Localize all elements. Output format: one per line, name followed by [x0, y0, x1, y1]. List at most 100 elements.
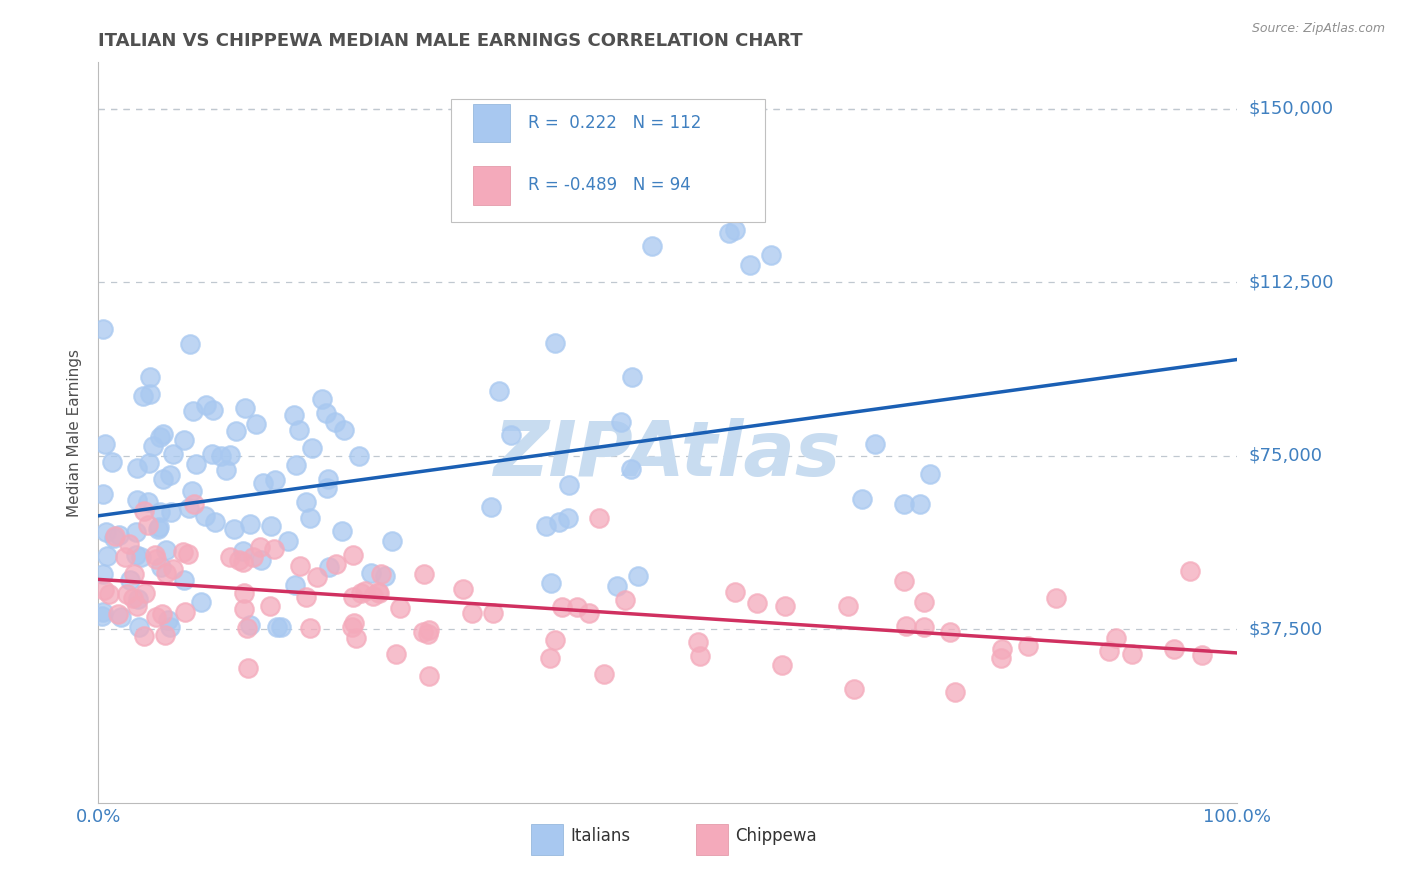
FancyBboxPatch shape: [472, 103, 509, 143]
Point: [325, 557, 347, 571]
Point: [148, 505, 170, 519]
Point: [908, 497, 931, 511]
Point: [155, 542, 177, 557]
Point: [620, 370, 643, 384]
Point: [578, 606, 600, 620]
Point: [347, 449, 370, 463]
Point: [195, 398, 218, 412]
Point: [173, 573, 195, 587]
Point: [851, 491, 873, 506]
Point: [148, 430, 170, 444]
Point: [115, 587, 138, 601]
Point: [91, 486, 114, 500]
Point: [1105, 632, 1128, 646]
Point: [1121, 647, 1143, 661]
Point: [479, 500, 502, 515]
Point: [259, 599, 281, 613]
Point: [153, 628, 176, 642]
Point: [125, 460, 148, 475]
Point: [138, 370, 160, 384]
Point: [686, 635, 709, 649]
Point: [152, 427, 174, 442]
Point: [1097, 644, 1119, 658]
Point: [284, 578, 307, 592]
Point: [156, 613, 179, 627]
Text: $150,000: $150,000: [1249, 100, 1333, 118]
Point: [896, 618, 918, 632]
Point: [991, 642, 1014, 657]
Point: [323, 415, 346, 429]
FancyBboxPatch shape: [451, 99, 765, 221]
Point: [1017, 640, 1039, 654]
Point: [118, 537, 141, 551]
Point: [98, 587, 121, 601]
Point: [343, 615, 366, 630]
Point: [311, 392, 333, 407]
Point: [138, 457, 160, 471]
Point: [125, 524, 148, 539]
Text: ITALIAN VS CHIPPEWA MEDIAN MALE EARNINGS CORRELATION CHART: ITALIAN VS CHIPPEWA MEDIAN MALE EARNINGS…: [98, 32, 803, 50]
Point: [204, 515, 226, 529]
Point: [551, 599, 574, 614]
Point: [107, 607, 129, 622]
Point: [270, 620, 292, 634]
Point: [288, 423, 311, 437]
Point: [773, 599, 796, 613]
Point: [148, 520, 170, 534]
Point: [384, 647, 406, 661]
Point: [104, 529, 127, 543]
Point: [110, 610, 132, 624]
Point: [129, 549, 152, 564]
Point: [340, 620, 363, 634]
Text: $75,000: $75,000: [1249, 447, 1323, 465]
Point: [232, 602, 254, 616]
Point: [418, 669, 440, 683]
Point: [538, 651, 561, 665]
Point: [120, 574, 142, 588]
Point: [640, 238, 662, 252]
Point: [330, 524, 353, 539]
Point: [488, 384, 510, 398]
Point: [770, 658, 793, 673]
Point: [451, 582, 474, 597]
Point: [146, 523, 169, 537]
Point: [893, 497, 915, 511]
Point: [177, 500, 200, 515]
Point: [724, 223, 747, 237]
Point: [368, 585, 391, 599]
Point: [990, 651, 1012, 665]
Point: [548, 515, 571, 529]
Point: [201, 402, 224, 417]
Point: [209, 450, 232, 464]
Point: [374, 568, 396, 582]
Point: [145, 610, 167, 624]
Point: [183, 497, 205, 511]
Point: [94, 525, 117, 540]
Point: [201, 447, 224, 461]
Point: [593, 666, 616, 681]
Point: [127, 599, 149, 613]
Point: [179, 337, 201, 351]
Point: [101, 455, 124, 469]
Point: [294, 590, 316, 604]
Point: [233, 586, 256, 600]
Point: [125, 549, 148, 563]
Point: [298, 621, 321, 635]
Point: [139, 386, 162, 401]
Point: [136, 495, 159, 509]
Point: [125, 493, 148, 508]
Text: Source: ZipAtlas.com: Source: ZipAtlas.com: [1251, 22, 1385, 36]
Point: [172, 545, 194, 559]
Point: [232, 555, 254, 569]
Point: [91, 567, 114, 582]
Point: [1191, 648, 1213, 662]
Point: [155, 566, 177, 580]
Point: [1045, 591, 1067, 605]
Point: [238, 660, 260, 674]
Point: [150, 559, 173, 574]
Point: [249, 541, 271, 555]
Point: [160, 505, 183, 519]
Point: [177, 547, 200, 561]
Point: [181, 404, 204, 418]
Text: $37,500: $37,500: [1249, 620, 1323, 639]
